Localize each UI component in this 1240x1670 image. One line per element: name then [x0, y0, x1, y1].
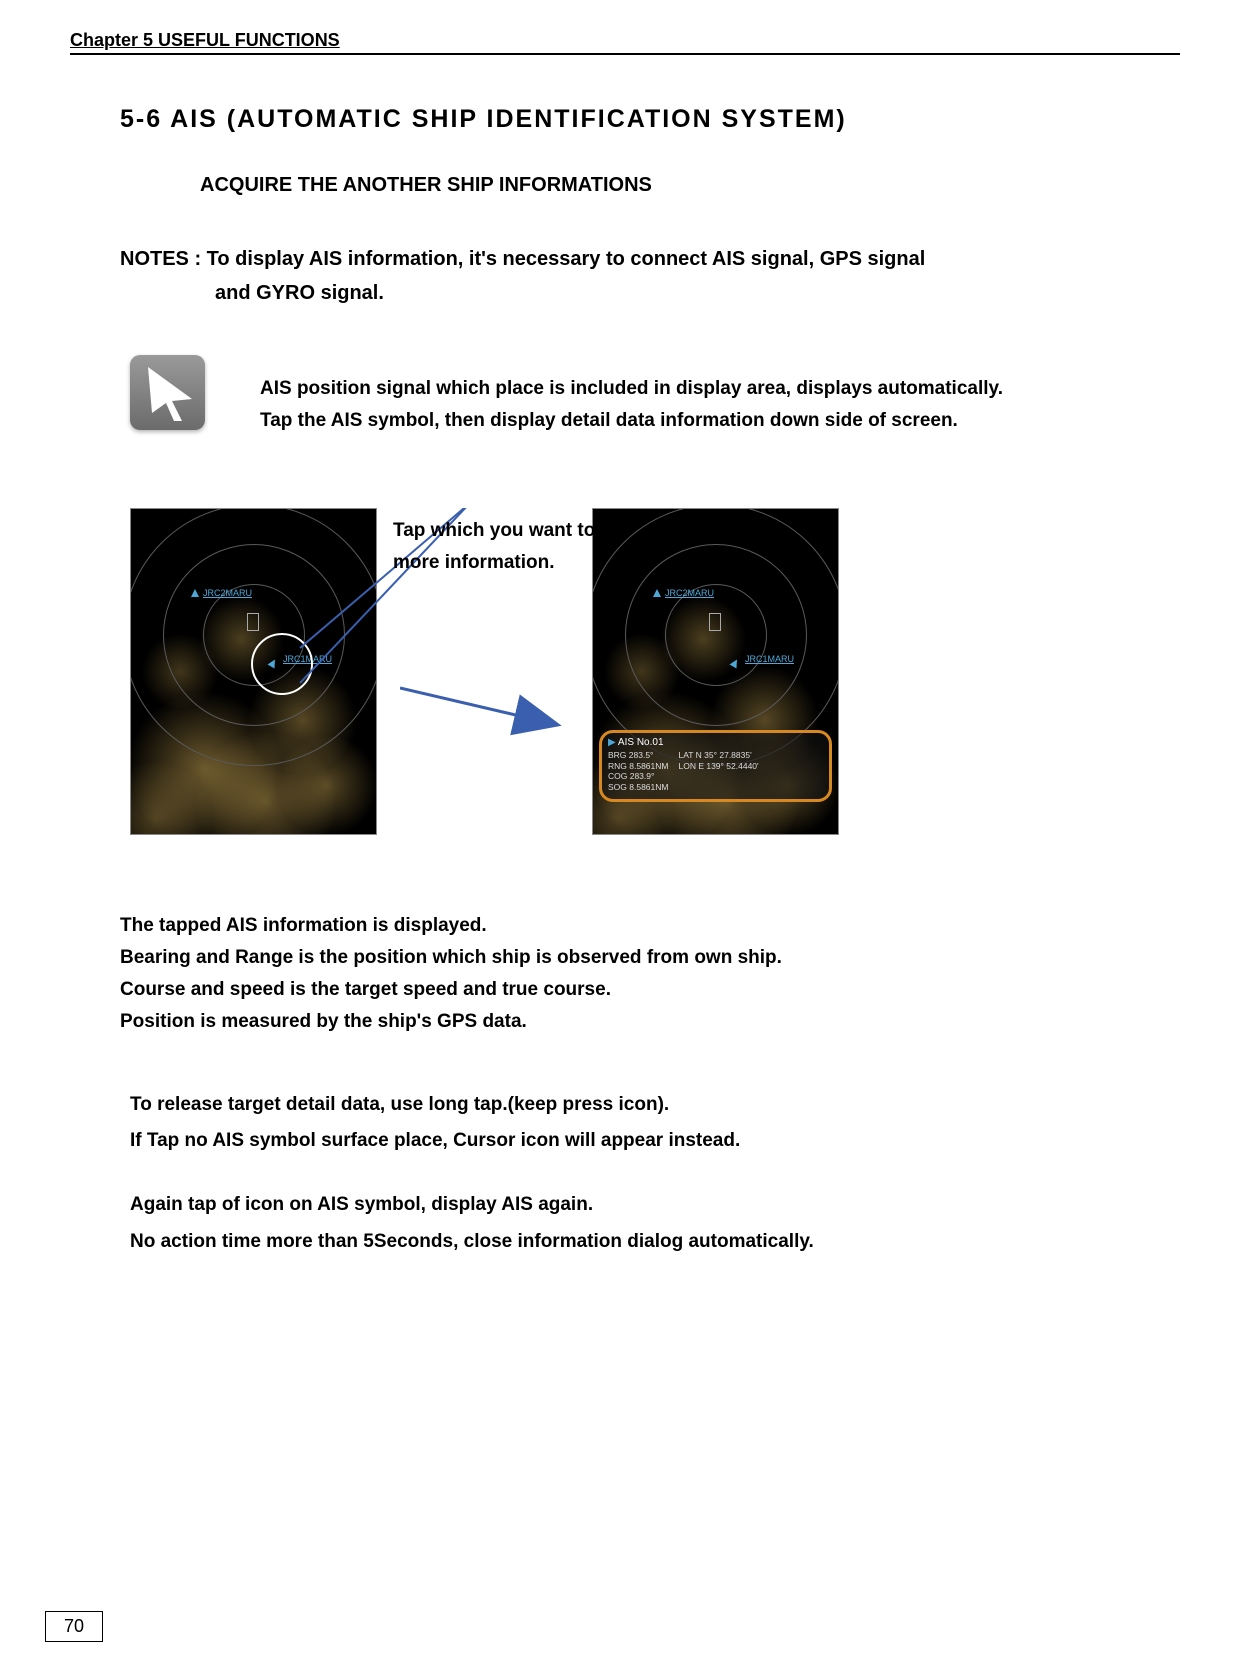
- description-block-2: To release target detail data, use long …: [130, 1089, 1180, 1258]
- desc2-line2: If Tap no AIS symbol surface place, Curs…: [130, 1125, 1180, 1157]
- spacer: [130, 1161, 1180, 1189]
- own-ship-icon: [709, 613, 721, 631]
- notes-block: NOTES : To display AIS information, it's…: [120, 242, 1180, 310]
- cursor-arrow-icon: [130, 355, 205, 430]
- tap-caption: Tap which you want to get more informati…: [393, 515, 629, 580]
- own-ship-icon: [247, 613, 259, 631]
- page-number: 70: [45, 1611, 103, 1642]
- icon-description-text: AIS position signal which place is inclu…: [260, 355, 1003, 438]
- ais-info-rows: BRG 283.5° RNG 8.5861NM COG 283.9° SOG 8…: [608, 750, 823, 793]
- desc1-line1: The tapped AIS information is displayed.: [120, 910, 1180, 942]
- notes-line-2: and GYRO signal.: [215, 276, 1180, 310]
- radar-screen-before: JRC2MARU JRC1MARU: [130, 508, 377, 835]
- ais-lon: LON E 139° 52.4440': [678, 761, 758, 772]
- desc2-line4: No action time more than 5Seconds, close…: [130, 1226, 1180, 1258]
- icon-description-row: AIS position signal which place is inclu…: [130, 355, 1180, 438]
- document-page: Chapter 5 USEFUL FUNCTIONS 5-6 AIS (AUTO…: [0, 0, 1240, 1670]
- tap-caption-line-1: Tap which you want to get: [393, 515, 629, 547]
- ais-info-title: AIS No.01: [608, 737, 823, 748]
- icon-text-line-1: AIS position signal which place is inclu…: [260, 373, 1003, 405]
- ais-brg: BRG 283.5°: [608, 750, 668, 761]
- flow-arrow-icon: [400, 548, 575, 768]
- screenshot-row: JRC2MARU JRC1MARU JRC2MARU JRC1MARU: [130, 508, 1180, 835]
- ais-target-icon: [191, 589, 199, 597]
- ais-cog: COG 283.9°: [608, 771, 668, 782]
- ais-sog: SOG 8.5861NM: [608, 782, 668, 793]
- section-subtitle: ACQUIRE THE ANOTHER SHIP INFORMATIONS: [200, 174, 1180, 197]
- ais-info-col-right: LAT N 35° 27.8835' LON E 139° 52.4440': [678, 750, 758, 793]
- tap-indicator-circle: [251, 633, 313, 695]
- desc2-line1: To release target detail data, use long …: [130, 1089, 1180, 1121]
- ais-info-col-left: BRG 283.5° RNG 8.5861NM COG 283.9° SOG 8…: [608, 750, 668, 793]
- tap-caption-line-2: more information.: [393, 547, 629, 579]
- notes-line-1: NOTES : To display AIS information, it's…: [120, 242, 1180, 276]
- range-ring: [665, 584, 767, 686]
- ais-target-label: JRC2MARU: [203, 588, 252, 598]
- ais-lat: LAT N 35° 27.8835': [678, 750, 758, 761]
- ais-rng: RNG 8.5861NM: [608, 761, 668, 772]
- desc1-line2: Bearing and Range is the position which …: [120, 942, 1180, 974]
- ais-target-label: JRC1MARU: [745, 654, 794, 664]
- desc2-line3: Again tap of icon on AIS symbol, display…: [130, 1189, 1180, 1221]
- description-block-1: The tapped AIS information is displayed.…: [120, 910, 1180, 1039]
- desc1-line4: Position is measured by the ship's GPS d…: [120, 1006, 1180, 1038]
- desc1-line3: Course and speed is the target speed and…: [120, 974, 1180, 1006]
- section-title: 5-6 AIS (AUTOMATIC SHIP IDENTIFICATION S…: [120, 105, 1180, 134]
- icon-text-line-2: Tap the AIS symbol, then display detail …: [260, 405, 1003, 437]
- ais-info-panel: AIS No.01 BRG 283.5° RNG 8.5861NM COG 28…: [599, 730, 832, 802]
- ais-target-label: JRC2MARU: [665, 588, 714, 598]
- ais-target-icon: [653, 589, 661, 597]
- chapter-header: Chapter 5 USEFUL FUNCTIONS: [70, 30, 1180, 55]
